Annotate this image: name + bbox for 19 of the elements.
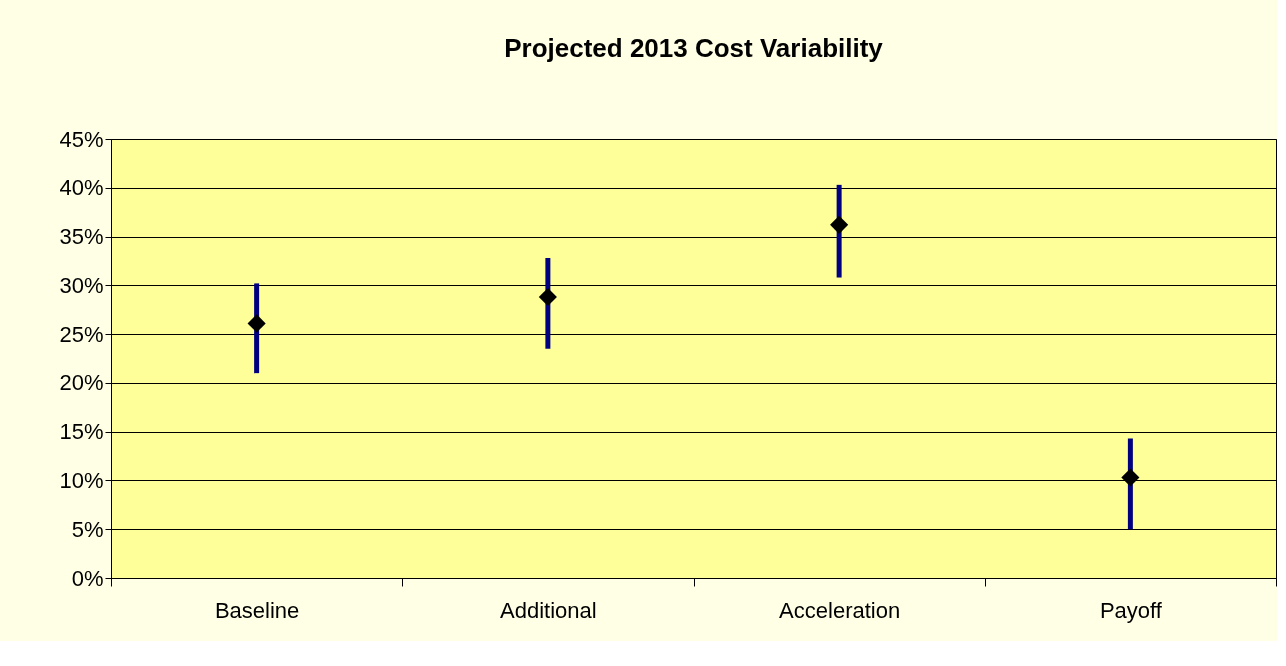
x-tick-label: Acceleration bbox=[779, 597, 901, 623]
x-tick-label: Baseline bbox=[214, 597, 300, 623]
point bbox=[830, 215, 849, 234]
y-tick-label: 15% bbox=[59, 419, 104, 445]
chart-title: Projected 2013 Cost Variability bbox=[504, 33, 884, 63]
y-tick-label: 35% bbox=[59, 224, 104, 250]
y-tick-label: 25% bbox=[59, 321, 104, 347]
y-tick-label: 0% bbox=[71, 565, 104, 591]
y-tick-label: 20% bbox=[59, 370, 104, 396]
y-tick-label: 30% bbox=[59, 272, 104, 298]
point bbox=[247, 314, 266, 333]
point bbox=[1121, 468, 1140, 487]
y-tick-label: 10% bbox=[59, 467, 104, 493]
y-tick-label: 5% bbox=[71, 516, 104, 542]
point bbox=[538, 287, 557, 307]
x-tick-label: Payoff bbox=[1099, 597, 1163, 623]
y-tick-label: 45% bbox=[59, 126, 104, 152]
y-tick-label: 40% bbox=[59, 175, 104, 201]
x-tick-label: Additional bbox=[500, 597, 597, 623]
